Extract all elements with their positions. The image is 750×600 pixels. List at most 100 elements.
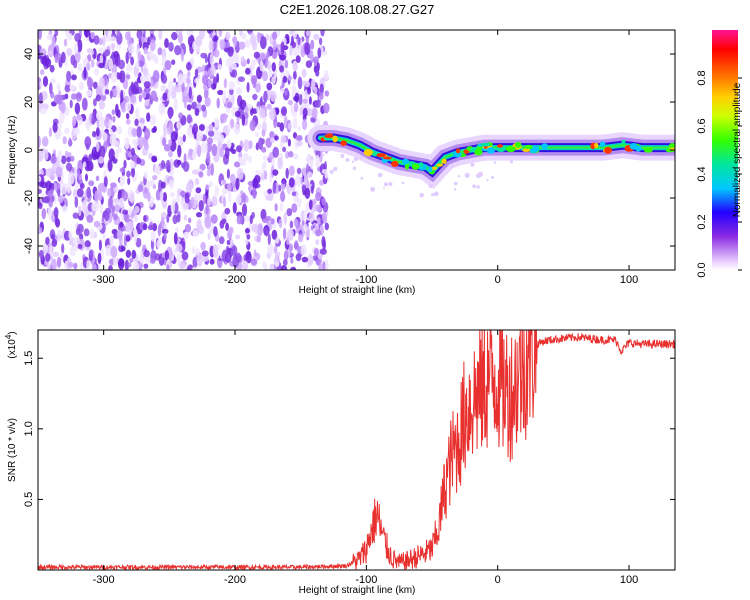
noise-blob (45, 180, 52, 191)
noise-blob (85, 89, 93, 97)
noise-blob (296, 140, 303, 147)
noise-blob (42, 243, 49, 255)
ridge-scatter (388, 181, 393, 187)
noise-blob (248, 155, 252, 164)
noise-blob (218, 30, 223, 37)
noise-blob (320, 30, 325, 37)
noise-blob (42, 76, 49, 87)
noise-blob (127, 177, 131, 185)
ridge-scatter (486, 179, 489, 182)
noise-blob (202, 254, 209, 262)
ridge-scatter (454, 188, 457, 191)
noise-blob (88, 249, 94, 262)
noise-blob (262, 70, 268, 82)
noise-blob (47, 50, 54, 56)
noise-blob (295, 55, 301, 63)
ridge-scatter (329, 169, 334, 174)
noise-blob (217, 243, 221, 251)
ridge-scatter (419, 192, 425, 198)
noise-blob (207, 197, 211, 206)
noise-blob (209, 52, 214, 66)
noise-blob (281, 178, 287, 185)
noise-blob (236, 167, 244, 180)
noise-blob (83, 228, 90, 237)
noise-blob (223, 78, 228, 89)
noise-blob (241, 203, 248, 217)
noise-blob (321, 197, 326, 206)
snr-xlabel: Height of straight line (km) (299, 585, 416, 596)
noise-blob (186, 77, 191, 84)
noise-blob (89, 229, 95, 239)
noise-blob (267, 60, 272, 71)
noise-blob (293, 218, 298, 227)
snr-frame (37, 329, 676, 571)
noise-blob (158, 30, 163, 40)
noise-blob (127, 35, 131, 47)
noise-blob (51, 35, 56, 49)
noise-blob (56, 229, 63, 242)
noise-blob (99, 54, 104, 64)
noise-blob (196, 253, 203, 267)
noise-blob (150, 54, 158, 61)
noise-blob (82, 161, 87, 168)
noise-blob (163, 144, 171, 152)
noise-blob (64, 84, 71, 93)
noise-blob (217, 89, 224, 96)
noise-blob (129, 257, 134, 263)
noise-blob (114, 203, 120, 213)
noise-blob (68, 171, 75, 185)
noise-blob (161, 74, 168, 84)
noise-blob (183, 203, 189, 210)
noise-blob (295, 253, 302, 262)
noise-blob (206, 142, 213, 153)
noise-blob (38, 227, 43, 234)
noise-blob (256, 123, 262, 130)
noise-blob (208, 180, 213, 188)
noise-blob (138, 94, 142, 103)
noise-blob (201, 104, 206, 112)
noise-blob (297, 76, 303, 90)
noise-blob (269, 107, 276, 121)
noise-blob (156, 239, 161, 249)
noise-blob (275, 107, 280, 115)
noise-blob (302, 98, 309, 104)
noise-blob (178, 112, 184, 119)
noise-blob (285, 151, 290, 159)
noise-blob (136, 157, 142, 165)
noise-blob (274, 261, 280, 267)
colorbar-tick-label: 0.8 (696, 70, 708, 85)
noise-blob (86, 62, 91, 71)
noise-blob (99, 145, 106, 159)
noise-blob (157, 224, 161, 237)
noise-blob (298, 93, 303, 106)
noise-blob (200, 141, 208, 154)
noise-blob (186, 30, 192, 37)
noise-blob (68, 230, 72, 240)
noise-blob (96, 141, 100, 153)
noise-blob (198, 171, 204, 178)
noise-blob (260, 208, 267, 221)
noise-blob (61, 205, 68, 213)
noise-blob (238, 76, 245, 82)
noise-blob (134, 232, 137, 244)
ridge-spot (428, 166, 433, 173)
noise-blob (132, 128, 138, 138)
noise-blob (58, 195, 64, 204)
noise-blob (40, 69, 45, 76)
noise-blob (309, 159, 314, 170)
noise-blob (124, 95, 130, 103)
noise-blob (137, 184, 144, 193)
noise-blob (181, 162, 186, 169)
noise-blob (250, 33, 257, 46)
noise-blob (266, 82, 273, 91)
noise-blob (216, 97, 220, 109)
y-tick-label: 0.5 (23, 492, 35, 507)
noise-blob (269, 131, 275, 139)
noise-blob (154, 96, 159, 102)
noise-blob (190, 196, 195, 208)
noise-blob (73, 59, 78, 69)
noise-blob (205, 184, 210, 191)
noise-blob (294, 240, 299, 251)
noise-blob (278, 184, 282, 192)
